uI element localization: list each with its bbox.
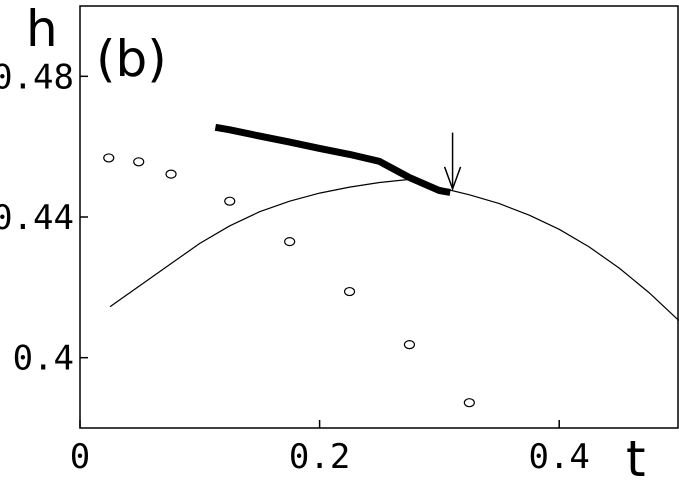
x-tick-label-1: 0.2 (289, 437, 350, 477)
y-tick-label-0: 0.4 (13, 339, 74, 379)
y-tick-label-1: 0.44 (0, 198, 74, 238)
x-tick-label-2: 0.4 (528, 437, 589, 477)
plot-frame (79, 5, 679, 429)
ticks-layer: 0 0.2 0.4 0.4 0.44 0.48 (0, 57, 590, 477)
data-point-0 (103, 153, 115, 163)
series-layer (103, 123, 679, 408)
data-point-7 (463, 398, 475, 408)
data-point-5 (343, 286, 356, 297)
arrow-annotation (443, 132, 462, 192)
data-point-1 (133, 157, 145, 167)
data-point-6 (403, 340, 416, 350)
data-point-3 (224, 196, 236, 206)
x-tick-label-0: 0 (70, 437, 90, 477)
x-axis-label: t (626, 430, 646, 484)
panel-label: (b) (96, 30, 167, 88)
y-tick-label-2: 0.48 (0, 57, 74, 97)
annotation-layer (443, 132, 462, 192)
y-axis-label: h (26, 0, 58, 58)
arrow-head (443, 166, 462, 192)
thin-curve (109, 178, 679, 322)
thick-curve (214, 123, 451, 196)
data-point-4 (284, 237, 296, 247)
data-point-2 (165, 169, 177, 179)
